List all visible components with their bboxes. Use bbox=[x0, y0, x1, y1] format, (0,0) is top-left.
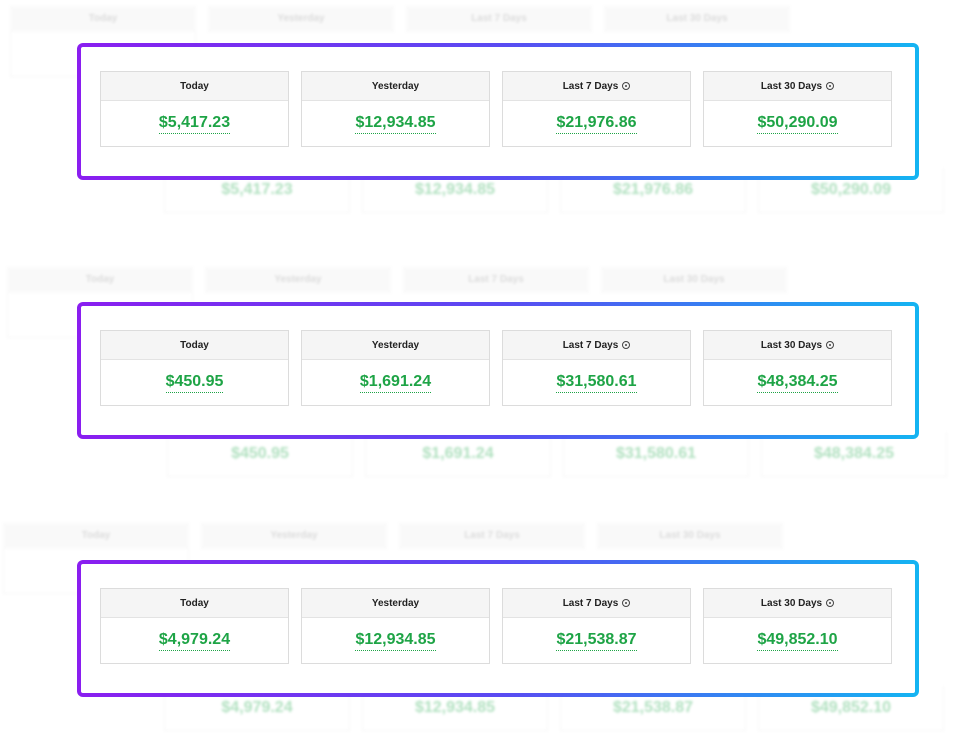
info-circle-icon[interactable] bbox=[622, 599, 631, 607]
stat-amount-yesterday[interactable]: $12,934.85 bbox=[355, 114, 436, 134]
stat-label: Last 7 Days bbox=[562, 597, 619, 609]
stat-amount-today[interactable]: $450.95 bbox=[165, 373, 224, 393]
stat-amount-last-30-days[interactable]: $48,384.25 bbox=[757, 373, 838, 393]
stat-label: Today bbox=[180, 339, 209, 351]
stats-panel-2: Today $450.95 Yesterday $1,691.24 Last 7… bbox=[77, 302, 919, 439]
stat-card-yesterday: Yesterday $1,691.24 bbox=[301, 330, 490, 406]
stat-card-today: Today $5,417.23 bbox=[100, 71, 289, 147]
stat-label: Today bbox=[180, 597, 209, 609]
stat-label: Yesterday bbox=[371, 339, 420, 351]
stat-card-last-30-days: Last 30 Days $49,852.10 bbox=[703, 588, 892, 664]
stat-amount-today[interactable]: $5,417.23 bbox=[158, 114, 231, 134]
stat-label: Yesterday bbox=[371, 597, 420, 609]
info-circle-icon[interactable] bbox=[622, 341, 631, 349]
stat-amount-last-7-days[interactable]: $31,580.61 bbox=[556, 373, 637, 393]
stat-amount-yesterday[interactable]: $1,691.24 bbox=[359, 373, 432, 393]
stat-label: Today bbox=[180, 80, 209, 92]
stat-amount-yesterday[interactable]: $12,934.85 bbox=[355, 631, 436, 651]
info-circle-icon[interactable] bbox=[826, 599, 835, 607]
stat-amount-last-7-days[interactable]: $21,538.87 bbox=[556, 631, 637, 651]
stat-card-yesterday: Yesterday $12,934.85 bbox=[301, 588, 490, 664]
stat-card-today: Today $450.95 bbox=[100, 330, 289, 406]
stat-card-last-30-days: Last 30 Days $50,290.09 bbox=[703, 71, 892, 147]
stat-card-last-7-days: Last 7 Days $21,976.86 bbox=[502, 71, 691, 147]
stat-label: Last 7 Days bbox=[562, 80, 619, 92]
stat-card-today: Today $4,979.24 bbox=[100, 588, 289, 664]
info-circle-icon[interactable] bbox=[826, 341, 835, 349]
stats-panel-1: Today $5,417.23 Yesterday $12,934.85 Las… bbox=[77, 43, 919, 180]
stat-card-last-30-days: Last 30 Days $48,384.25 bbox=[703, 330, 892, 406]
stat-amount-last-7-days[interactable]: $21,976.86 bbox=[556, 114, 637, 134]
info-circle-icon[interactable] bbox=[826, 82, 835, 90]
info-circle-icon[interactable] bbox=[622, 82, 631, 90]
stat-label: Last 30 Days bbox=[760, 80, 823, 92]
stat-label: Last 30 Days bbox=[760, 597, 823, 609]
stats-panel-3: Today $4,979.24 Yesterday $12,934.85 Las… bbox=[77, 560, 919, 697]
stat-label: Yesterday bbox=[371, 80, 420, 92]
stat-card-last-7-days: Last 7 Days $31,580.61 bbox=[502, 330, 691, 406]
stat-amount-today[interactable]: $4,979.24 bbox=[158, 631, 231, 651]
stat-card-yesterday: Yesterday $12,934.85 bbox=[301, 71, 490, 147]
stat-label: Last 30 Days bbox=[760, 339, 823, 351]
stat-card-last-7-days: Last 7 Days $21,538.87 bbox=[502, 588, 691, 664]
stat-label: Last 7 Days bbox=[562, 339, 619, 351]
stat-amount-last-30-days[interactable]: $49,852.10 bbox=[757, 631, 838, 651]
stat-amount-last-30-days[interactable]: $50,290.09 bbox=[757, 114, 838, 134]
